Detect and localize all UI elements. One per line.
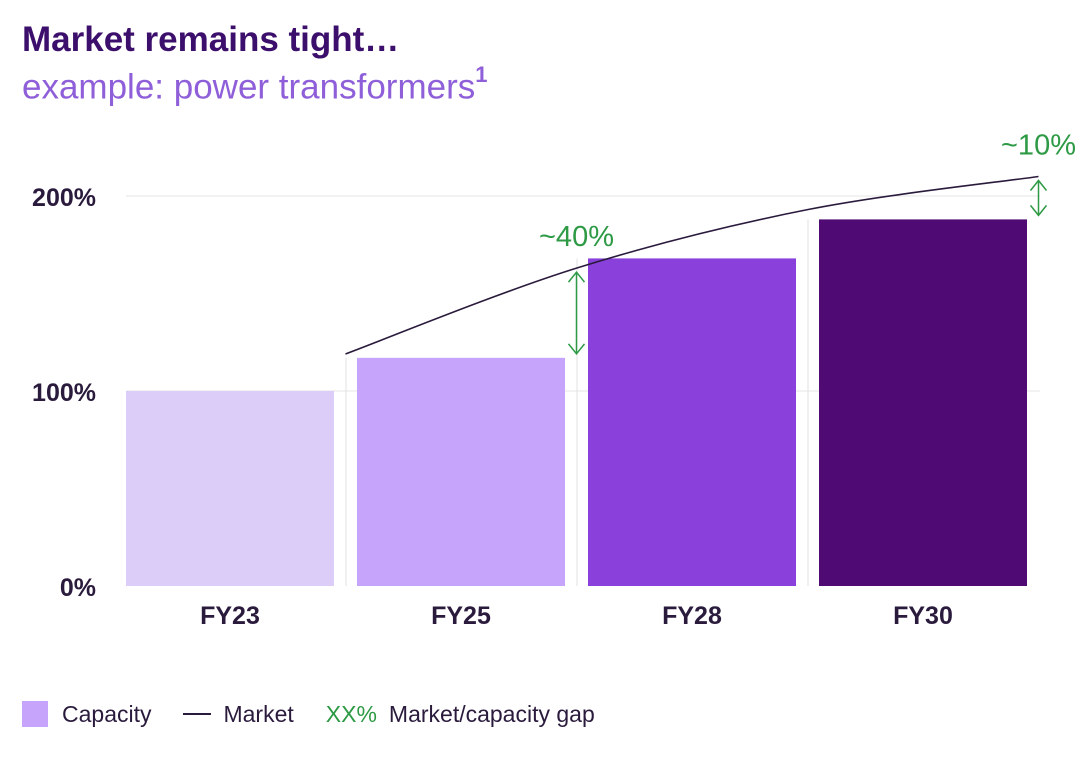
legend-gap-sample: XX% [325, 700, 377, 727]
subtitle-text: example: power transformers [22, 67, 476, 107]
legend-capacity-label: Capacity [62, 700, 152, 727]
x-tick-label-fy25: FY25 [431, 602, 491, 630]
gap-arrow-head-bottom-fy30 [1029, 204, 1048, 217]
gap-arrow-head-bottom-fy25 [567, 343, 586, 356]
y-tick-label-200: 200% [32, 184, 96, 212]
gap-arrow-head-top-fy30 [1029, 179, 1048, 191]
bar-fy30 [819, 219, 1027, 586]
chart-title: Market remains tight… [22, 20, 400, 59]
legend-market-label: Market [223, 700, 294, 727]
x-tick-label-fy23: FY23 [200, 602, 260, 630]
legend-capacity-swatch [22, 701, 48, 727]
gap-arrow-head-top-fy25 [567, 270, 586, 283]
legend-gap-label: Market/capacity gap [388, 700, 595, 727]
gap-label-fy30: ~10% [1001, 130, 1076, 162]
market-line [345, 175, 1039, 355]
bar-fy25 [357, 357, 565, 586]
y-tick-label-0: 0% [60, 574, 96, 602]
y-tick-label-100: 100% [32, 379, 96, 407]
legend: Capacity Market XX% Market/capacity gap [22, 696, 595, 732]
footnote-marker: 1 [475, 62, 488, 87]
bar-fy23 [126, 391, 334, 586]
x-tick-label-fy30: FY30 [893, 602, 953, 630]
chart-area: 0% 100% 200% FY23 FY25 FY28 FY30 ~40% ~10% [32, 130, 1076, 631]
x-tick-label-fy28: FY28 [662, 602, 722, 630]
gap-label-fy25: ~40% [539, 221, 614, 253]
legend-market-line-icon [183, 713, 212, 715]
chart-subtitle: example: power transformers1 [22, 62, 487, 108]
bar-fy28 [588, 258, 796, 586]
